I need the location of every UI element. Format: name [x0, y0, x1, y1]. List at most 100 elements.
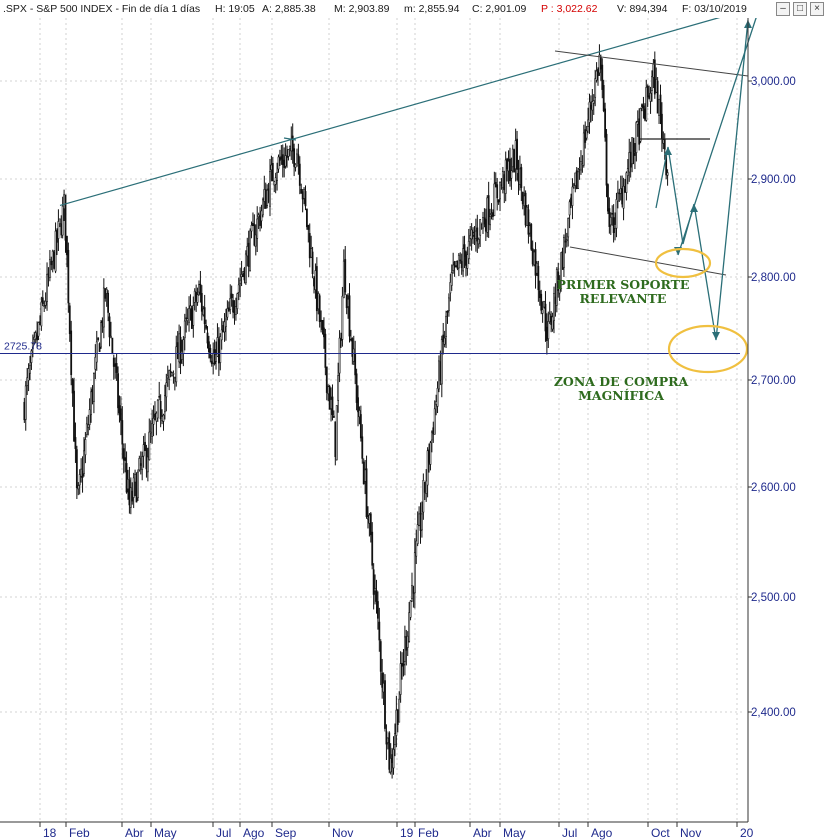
minimize-button[interactable]: –: [776, 2, 790, 16]
candle-body: [178, 333, 181, 363]
maximize-button[interactable]: □: [793, 2, 807, 16]
x-tick-label: 19: [400, 826, 414, 840]
candle-body: [386, 737, 389, 743]
candle-body: [649, 92, 652, 102]
candle-body: [574, 172, 577, 186]
candle-body: [298, 163, 301, 186]
candle-body: [489, 216, 491, 226]
candle-body: [223, 321, 226, 333]
candle-body: [642, 105, 645, 109]
candle-body: [58, 218, 61, 224]
candle-body: [536, 263, 538, 274]
candle-body: [280, 156, 283, 160]
candle-body: [53, 251, 56, 269]
candle-body: [310, 248, 313, 258]
candle-body: [361, 436, 364, 459]
candle-body: [119, 408, 122, 421]
candle-body: [460, 261, 463, 269]
candle-body: [634, 152, 636, 156]
candle-body: [75, 449, 78, 489]
candle-body: [315, 266, 318, 312]
candle-body: [320, 319, 323, 322]
candle-body: [48, 259, 51, 278]
candle-body: [189, 305, 192, 310]
candle-body: [588, 101, 591, 123]
candle-body: [483, 217, 486, 225]
candle-body: [138, 458, 141, 471]
candle-body: [477, 239, 480, 245]
candle-body: [406, 635, 409, 648]
candle-body: [455, 261, 457, 266]
candle-body: [161, 416, 163, 422]
candle-body: [453, 261, 456, 268]
annotation-support-line2: RELEVANTE: [580, 291, 667, 306]
candle-body: [611, 213, 614, 215]
candle-body: [547, 321, 550, 340]
y-axis: 2,400.00 2,500.00 2,600.00 2,700.00 2,800.00…: [747, 18, 796, 822]
candle-body: [385, 731, 388, 745]
candle-body: [501, 171, 504, 189]
candle-body: [587, 119, 589, 127]
candle-body: [283, 159, 286, 168]
candle-body: [371, 531, 374, 566]
candle-body: [519, 168, 521, 185]
projection-path-2: [677, 5, 761, 256]
candle-body: [340, 339, 342, 341]
time-readout: H: 19:05: [215, 3, 255, 15]
candle-body: [314, 270, 317, 290]
candle-body: [399, 663, 402, 695]
candle-body: [233, 311, 236, 313]
x-tick-label: Abr: [125, 826, 144, 840]
candle-body: [628, 152, 631, 173]
candle-body: [443, 337, 446, 345]
candle-body: [384, 680, 386, 729]
candle-body: [479, 219, 482, 236]
candle-body: [378, 621, 381, 641]
candle-body: [622, 185, 625, 209]
candle-body: [448, 297, 450, 311]
candle-body: [236, 293, 239, 310]
candle-body: [469, 235, 472, 239]
candle-body: [61, 205, 64, 236]
candle-body: [156, 399, 159, 419]
candle-body: [517, 172, 520, 182]
candle-body: [321, 319, 324, 330]
candle-body: [530, 223, 533, 250]
candle-body: [254, 234, 257, 247]
candle-body: [428, 449, 430, 463]
y-tick-label: 2,500.00: [751, 592, 796, 604]
candle-body: [217, 339, 220, 364]
candle-body: [195, 292, 198, 302]
candle-body: [188, 308, 190, 323]
x-axis: 18 Feb Abr May Jul Ago Sep Nov 19 Feb Abr May Jul Ago…: [0, 821, 754, 840]
candle-body: [421, 513, 423, 531]
candle-body: [71, 379, 74, 394]
candle-body: [452, 264, 455, 271]
candle-body: [351, 338, 354, 357]
candle-body: [581, 163, 584, 166]
candle-body: [149, 431, 152, 434]
candle-body: [114, 363, 117, 367]
candle-body: [210, 360, 213, 365]
y-tick-label: 2,400.00: [751, 707, 796, 719]
candle-body: [219, 336, 222, 363]
candle-body: [523, 195, 526, 207]
candle-body: [125, 463, 128, 493]
candle-body: [504, 159, 507, 194]
close-button[interactable]: ×: [810, 2, 824, 16]
candle-body: [482, 217, 484, 229]
candle-body: [486, 197, 489, 233]
candle-body: [571, 186, 574, 206]
candle-body: [244, 253, 247, 284]
candle-body: [624, 190, 626, 193]
candle-body: [422, 479, 425, 513]
candle-body: [29, 365, 31, 374]
candle-body: [456, 260, 459, 269]
candle-body: [367, 517, 369, 520]
candle-body: [105, 289, 108, 294]
candle-body: [608, 208, 611, 227]
candle-body: [104, 288, 107, 299]
candle-body: [392, 749, 395, 769]
